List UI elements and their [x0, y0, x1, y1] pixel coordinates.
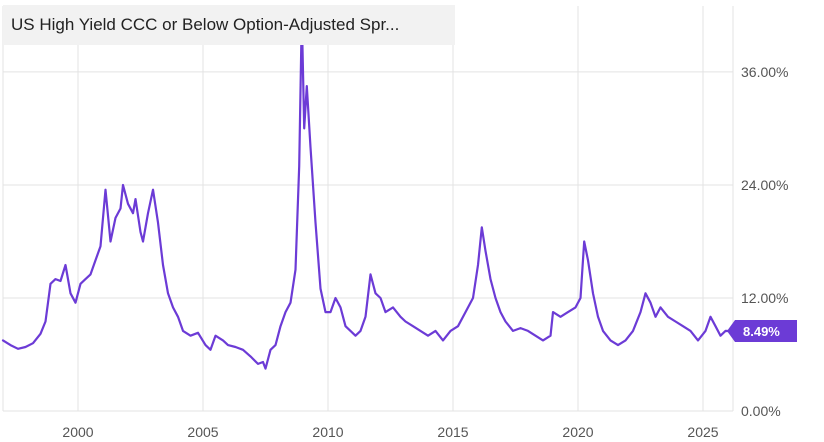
y-tick-label: 12.00%: [741, 290, 788, 306]
x-tick-label: 2005: [187, 424, 218, 440]
x-tick-label: 2020: [562, 424, 593, 440]
last-value-badge-shape: [727, 320, 797, 343]
series-layer: [1, 14, 730, 370]
chart-title: US High Yield CCC or Below Option-Adjust…: [3, 5, 455, 45]
last-value-label: 8.49%: [743, 324, 780, 339]
x-tick-label: 2010: [312, 424, 343, 440]
y-tick-label: 0.00%: [741, 403, 781, 419]
x-tick-label: 2000: [62, 424, 93, 440]
x-tick-label: 2025: [687, 424, 718, 440]
x-tick-label: 2015: [437, 424, 468, 440]
grid-layer: [2, 6, 734, 412]
y-tick-label: 24.00%: [741, 177, 788, 193]
axis-layer: 0.00% 12.00% 24.00% 36.00% 2000 2005 2010 2015 2…: [62, 64, 788, 440]
last-value-badge: 8.49%: [727, 320, 797, 343]
series-line: [1, 14, 730, 370]
y-tick-label: 36.00%: [741, 64, 788, 80]
